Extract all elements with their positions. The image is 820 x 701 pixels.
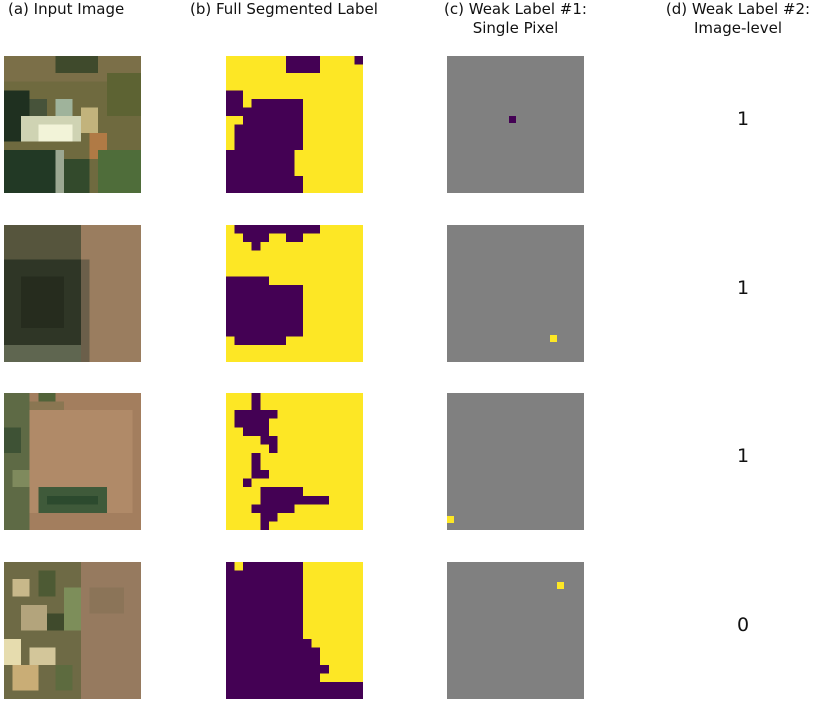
header-weak1-line2: Single Pixel bbox=[472, 19, 559, 37]
full-label-2 bbox=[226, 225, 363, 362]
header-weak1-line1: (c) Weak Label #1: bbox=[444, 0, 587, 18]
image-level-label-3: 1 bbox=[736, 445, 750, 467]
weak-pixel-1 bbox=[447, 56, 584, 193]
full-label-4 bbox=[226, 562, 363, 699]
input-image-2 bbox=[4, 225, 141, 362]
weak-pixel-mark bbox=[557, 582, 564, 589]
image-level-label-4: 0 bbox=[736, 614, 750, 636]
header-weak2-line1: (d) Weak Label #2: bbox=[665, 0, 811, 18]
weak-pixel-4 bbox=[447, 562, 584, 699]
header-weak-image-level: (d) Weak Label #2: Image-level bbox=[658, 0, 818, 38]
image-level-label-1: 1 bbox=[736, 108, 750, 130]
input-image-4 bbox=[4, 562, 141, 699]
weak-pixel-mark bbox=[447, 516, 454, 523]
weak-pixel-mark bbox=[550, 335, 557, 342]
header-weak-single-pixel: (c) Weak Label #1: Single Pixel bbox=[438, 0, 593, 38]
header-input-image: (a) Input Image bbox=[8, 0, 125, 18]
weak-pixel-2 bbox=[447, 225, 584, 362]
weak-pixel-mark bbox=[509, 116, 516, 123]
header-weak2-line2: Image-level bbox=[693, 19, 783, 37]
image-level-label-2: 1 bbox=[736, 277, 750, 299]
input-image-3 bbox=[4, 393, 141, 530]
full-label-1 bbox=[226, 56, 363, 193]
weak-pixel-3 bbox=[447, 393, 584, 530]
input-image-1 bbox=[4, 56, 141, 193]
full-label-3 bbox=[226, 393, 363, 530]
header-full-label: (b) Full Segmented Label bbox=[190, 0, 378, 18]
